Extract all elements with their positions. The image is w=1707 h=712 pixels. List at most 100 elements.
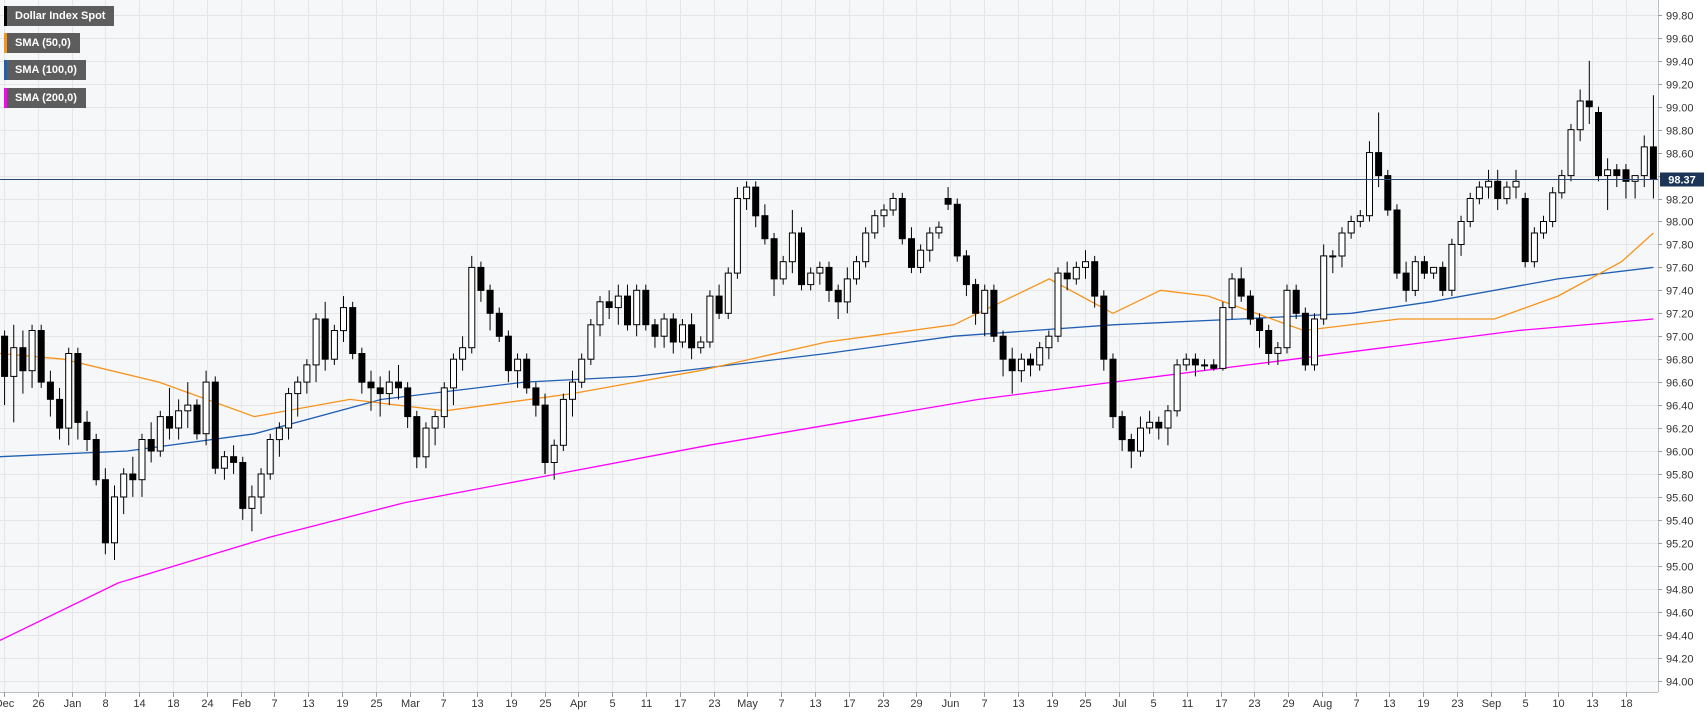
candle-body[interactable] [1063, 272, 1071, 280]
candle-body[interactable] [1466, 198, 1474, 222]
candle-body[interactable] [1246, 295, 1254, 320]
candle-body[interactable] [550, 444, 558, 463]
candle-body[interactable] [1146, 421, 1154, 429]
legend-sma-100[interactable]: SMA (100,0) [4, 60, 86, 80]
candle-body[interactable] [779, 261, 787, 280]
candle-body[interactable] [1329, 255, 1337, 258]
candle-body[interactable] [367, 381, 375, 389]
candle-body[interactable] [1649, 146, 1657, 180]
candle-body[interactable] [1118, 416, 1126, 441]
candle-body[interactable] [770, 238, 778, 280]
candle-body[interactable] [1622, 169, 1630, 182]
candle-body[interactable] [1576, 100, 1584, 131]
candle-body[interactable] [120, 473, 128, 498]
candle-body[interactable] [303, 364, 311, 383]
candle-body[interactable] [1375, 152, 1383, 177]
candle-body[interactable] [37, 330, 45, 383]
candle-body[interactable] [660, 318, 668, 337]
candle-body[interactable] [807, 272, 815, 286]
candle-body[interactable] [1356, 215, 1364, 222]
candle-body[interactable] [559, 398, 567, 446]
candle-body[interactable] [990, 289, 998, 337]
candle-body[interactable] [83, 421, 91, 440]
candle-body[interactable] [239, 462, 247, 509]
legend-dollar-index[interactable]: Dollar Index Spot [4, 6, 115, 26]
candle-body[interactable] [1585, 100, 1593, 108]
candle-body[interactable] [65, 353, 73, 429]
candle-body[interactable] [1100, 295, 1108, 360]
candle-body[interactable] [376, 387, 384, 395]
candle-body[interactable] [514, 358, 522, 372]
candle-body[interactable] [1182, 358, 1190, 366]
candle-body[interactable] [211, 381, 219, 469]
candle-body[interactable] [1384, 175, 1392, 211]
candle-body[interactable] [642, 289, 650, 326]
candle-body[interactable] [633, 289, 641, 326]
candle-body[interactable] [1237, 278, 1245, 297]
candle-body[interactable] [679, 324, 686, 343]
candle-body[interactable] [74, 353, 82, 423]
candle-body[interactable] [953, 203, 961, 257]
candle-body[interactable] [1549, 192, 1557, 223]
candle-body[interactable] [1201, 364, 1209, 367]
candle-body[interactable] [651, 324, 659, 337]
candle-body[interactable] [1540, 221, 1547, 234]
candle-body[interactable] [541, 404, 549, 464]
candle-body[interactable] [669, 318, 677, 343]
candle-body[interactable] [898, 198, 906, 240]
candle-body[interactable] [798, 232, 805, 286]
candle-body[interactable] [697, 341, 705, 349]
candle-body[interactable] [184, 404, 192, 412]
candle-body[interactable] [1008, 358, 1016, 372]
candle-body[interactable] [1164, 410, 1172, 429]
candle-body[interactable] [19, 347, 27, 372]
candle-body[interactable] [1274, 347, 1282, 354]
candle-body[interactable] [752, 186, 760, 217]
candle-body[interactable] [1457, 221, 1465, 245]
candle-body[interactable] [587, 324, 595, 360]
candle-body[interactable] [1017, 358, 1025, 372]
candle-body[interactable] [111, 496, 118, 544]
candle-body[interactable] [1640, 146, 1648, 177]
candle-body[interactable] [1338, 232, 1346, 257]
candle-body[interactable] [330, 330, 338, 360]
candle-body[interactable] [266, 439, 274, 475]
candle-body[interactable] [450, 358, 457, 389]
candle-body[interactable] [147, 439, 155, 452]
candle-body[interactable] [248, 496, 256, 509]
candle-body[interactable] [1558, 175, 1566, 194]
candle-body[interactable] [1155, 421, 1163, 429]
legend-sma-50[interactable]: SMA (50,0) [4, 33, 80, 53]
candle-body[interactable] [1256, 318, 1264, 331]
candle-body[interactable] [504, 335, 512, 372]
candle-body[interactable] [1448, 243, 1456, 291]
candle-body[interactable] [257, 473, 265, 498]
candle-body[interactable] [1054, 272, 1062, 337]
candle-body[interactable] [1219, 307, 1227, 369]
candle-body[interactable] [688, 324, 696, 349]
candle-body[interactable] [596, 301, 604, 326]
candle-body[interactable] [349, 307, 357, 355]
candle-body[interactable] [853, 261, 860, 280]
candle-body[interactable] [101, 479, 109, 544]
candle-body[interactable] [999, 335, 1007, 360]
candle-body[interactable] [175, 410, 183, 429]
candle-body[interactable] [706, 295, 714, 343]
candle-body[interactable] [28, 330, 36, 372]
candle-body[interactable] [422, 427, 430, 458]
candle-body[interactable] [46, 381, 54, 400]
candle-body[interactable] [871, 215, 879, 234]
candle-body[interactable] [156, 416, 164, 452]
candle-body[interactable] [294, 381, 302, 395]
candle-body[interactable] [285, 393, 293, 429]
candle-body[interactable] [1567, 129, 1575, 177]
candle-body[interactable] [10, 347, 18, 377]
candle-body[interactable] [1420, 261, 1428, 274]
candle-body[interactable] [926, 232, 934, 251]
candle-body[interactable] [944, 198, 952, 205]
candle-body[interactable] [1595, 112, 1602, 177]
candle-body[interactable] [1091, 261, 1099, 297]
candle-body[interactable] [202, 381, 210, 435]
candle-body[interactable] [220, 456, 228, 469]
